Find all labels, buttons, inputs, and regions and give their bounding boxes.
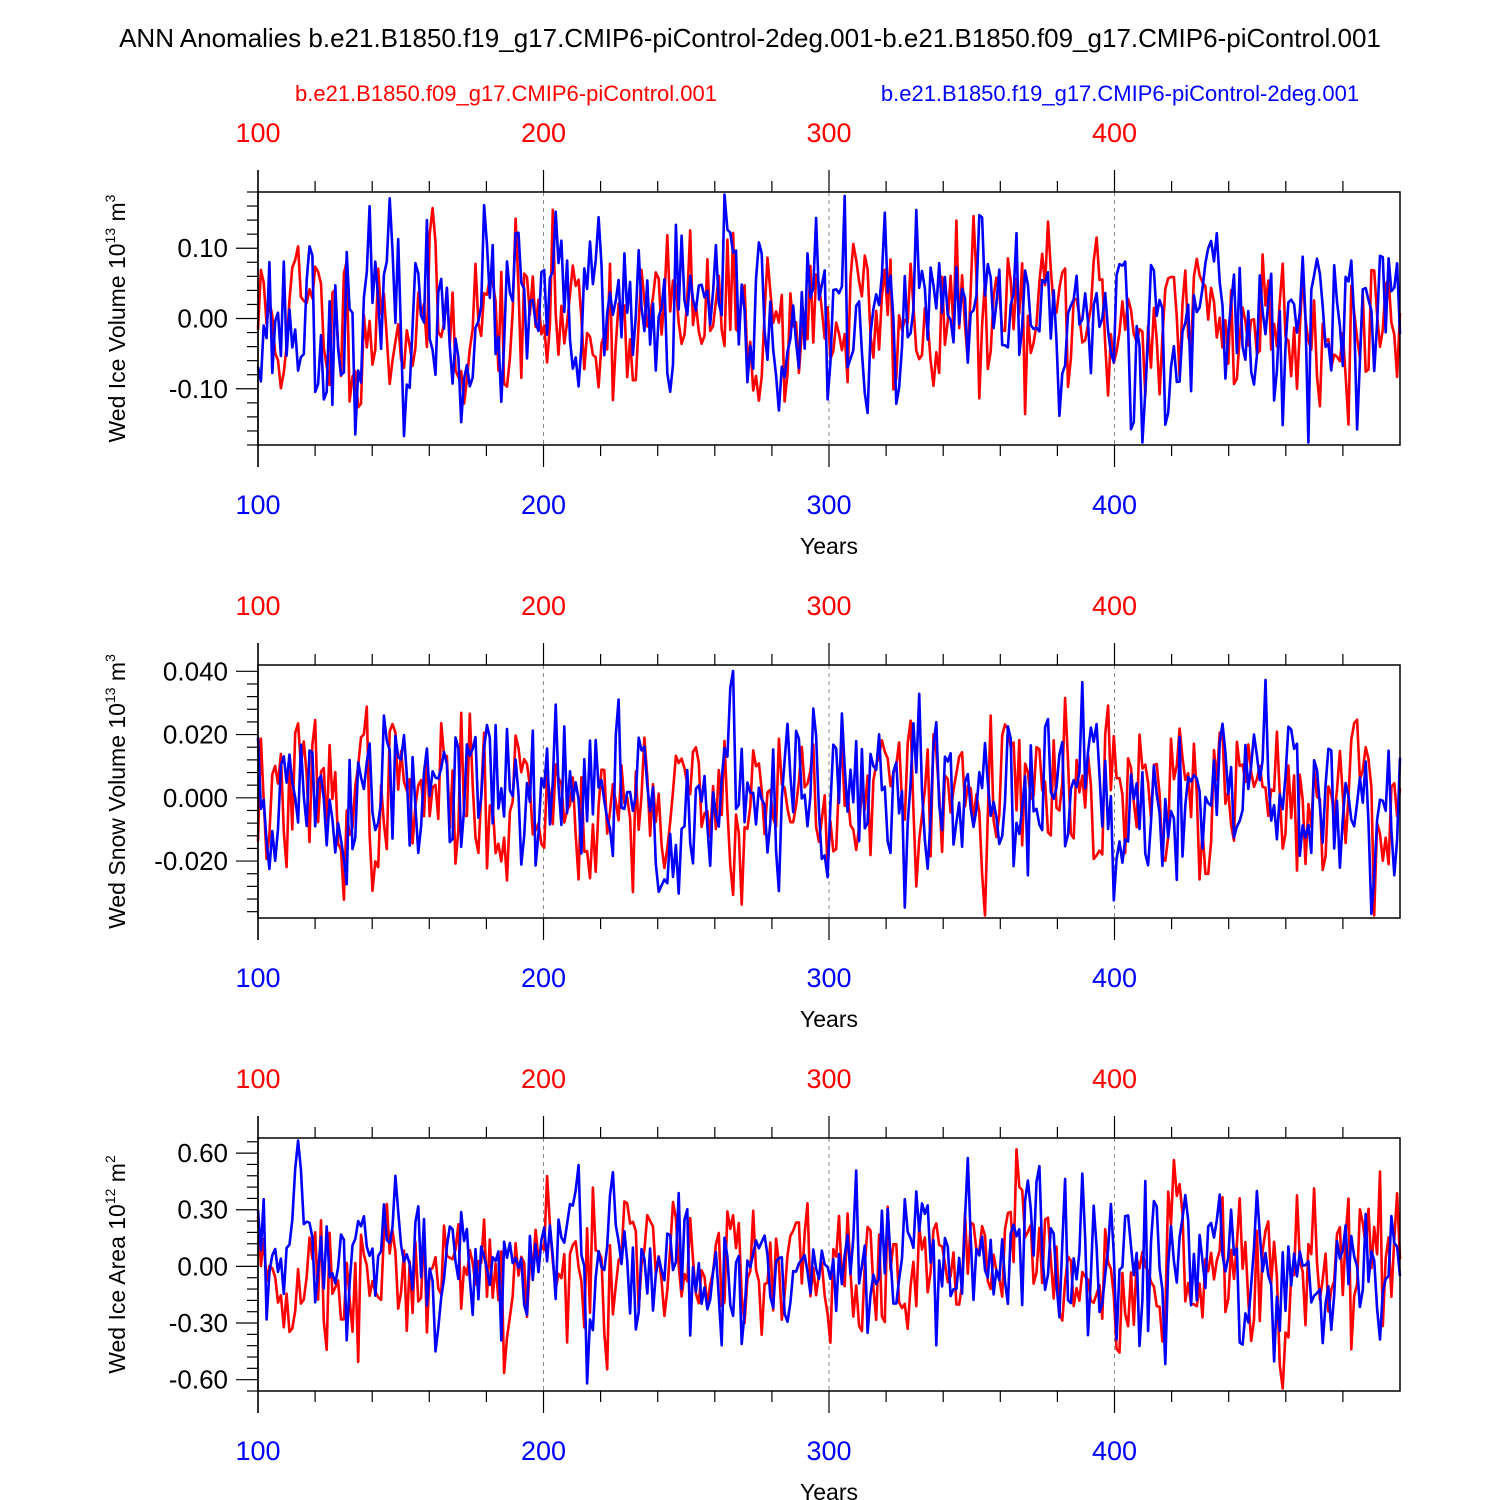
top-x-tick-label: 100 — [235, 118, 280, 148]
y-tick-label: -0.020 — [154, 846, 228, 876]
bottom-x-tick-label: 400 — [1092, 490, 1137, 520]
series-line-red — [256, 1148, 1402, 1390]
bottom-x-tick-label: 300 — [806, 963, 851, 993]
figure-title: ANN Anomalies b.e21.B1850.f19_g17.CMIP6-… — [119, 23, 1381, 53]
panels-group: -0.10 0.00 0.10 100 200 300 400 100 200 300 400 Yea… — [102, 118, 1402, 1500]
series-line-blue — [256, 193, 1402, 444]
y-tick-label: 0.000 — [163, 783, 228, 813]
y-tick-label: -0.30 — [169, 1308, 228, 1338]
legend-red-label: b.e21.B1850.f09_g17.CMIP6-piControl.001 — [295, 81, 717, 106]
x-axis-title: Years — [800, 533, 858, 559]
bottom-x-tick-label: 100 — [235, 963, 280, 993]
y-tick-label: 0.00 — [177, 304, 228, 334]
legend-blue-label: b.e21.B1850.f19_g17.CMIP6-piControl-2deg… — [881, 81, 1359, 106]
bottom-x-tick-label: 100 — [235, 490, 280, 520]
top-x-tick-label: 400 — [1092, 118, 1137, 148]
y-tick-label: 0.30 — [177, 1195, 228, 1225]
y-tick-label: 0.10 — [177, 233, 228, 263]
y-axis-title: Wed Snow Volume 1013 m3 — [102, 654, 130, 929]
bottom-x-tick-label: 400 — [1092, 1436, 1137, 1466]
top-x-tick-label: 300 — [806, 118, 851, 148]
top-x-tick-label: 100 — [235, 591, 280, 621]
y-tick-label: -0.60 — [169, 1365, 228, 1395]
panel-1: -0.10 0.00 0.10 100 200 300 400 100 200 300 400 Yea… — [102, 118, 1402, 559]
bottom-x-tick-label: 200 — [521, 963, 566, 993]
top-x-tick-label: 200 — [521, 118, 566, 148]
top-x-tick-label: 400 — [1092, 591, 1137, 621]
series-line-blue — [256, 669, 1402, 916]
y-tick-label: 0.040 — [163, 656, 228, 686]
y-axis-title: Wed Ice Volume 1013 m3 — [102, 194, 130, 442]
plot-frame — [257, 1137, 1401, 1392]
x-axis-title: Years — [800, 1479, 858, 1500]
top-x-tick-label: 300 — [806, 591, 851, 621]
y-tick-label: 0.020 — [163, 720, 228, 750]
y-tick-label: 0.00 — [177, 1251, 228, 1281]
bottom-x-tick-label: 300 — [806, 1436, 851, 1466]
x-axis-title: Years — [800, 1006, 858, 1032]
bottom-x-tick-label: 300 — [806, 490, 851, 520]
panel-2: -0.020 0.000 0.020 0.040 100 200 300 400 100 200 3… — [102, 591, 1402, 1032]
y-tick-label: 0.60 — [177, 1138, 228, 1168]
y-axis-title: Wed Ice Area 1012 m2 — [102, 1155, 130, 1374]
top-x-tick-label: 300 — [806, 1064, 851, 1094]
y-tick-label: -0.10 — [169, 374, 228, 404]
bottom-x-tick-label: 200 — [521, 1436, 566, 1466]
top-x-tick-label: 400 — [1092, 1064, 1137, 1094]
bottom-x-tick-label: 400 — [1092, 963, 1137, 993]
series-line-blue — [256, 1139, 1402, 1385]
bottom-x-tick-label: 200 — [521, 490, 566, 520]
panel-3: -0.60 -0.30 0.00 0.30 0.60 100 200 300 400 100 200… — [102, 1064, 1402, 1500]
bottom-x-tick-label: 100 — [235, 1436, 280, 1466]
top-x-tick-label: 100 — [235, 1064, 280, 1094]
top-x-tick-label: 200 — [521, 1064, 566, 1094]
top-x-tick-label: 200 — [521, 591, 566, 621]
